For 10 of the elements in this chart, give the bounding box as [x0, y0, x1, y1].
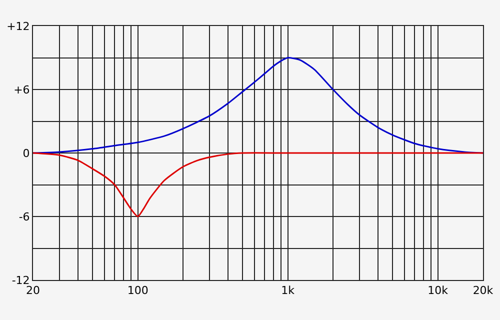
x-tick-label: 100: [127, 284, 148, 298]
x-tick-label: 10k: [428, 284, 449, 298]
x-tick-label: 20k: [472, 284, 494, 298]
y-tick-label: +12: [6, 20, 30, 33]
x-tick-label: 1k: [281, 284, 296, 298]
y-tick-label: 0: [22, 146, 30, 160]
y-tick-label: -12: [12, 274, 30, 287]
y-tick-label: +6: [14, 83, 30, 96]
y-tick-label: -6: [18, 210, 30, 224]
x-tick-label: 20: [26, 284, 40, 298]
